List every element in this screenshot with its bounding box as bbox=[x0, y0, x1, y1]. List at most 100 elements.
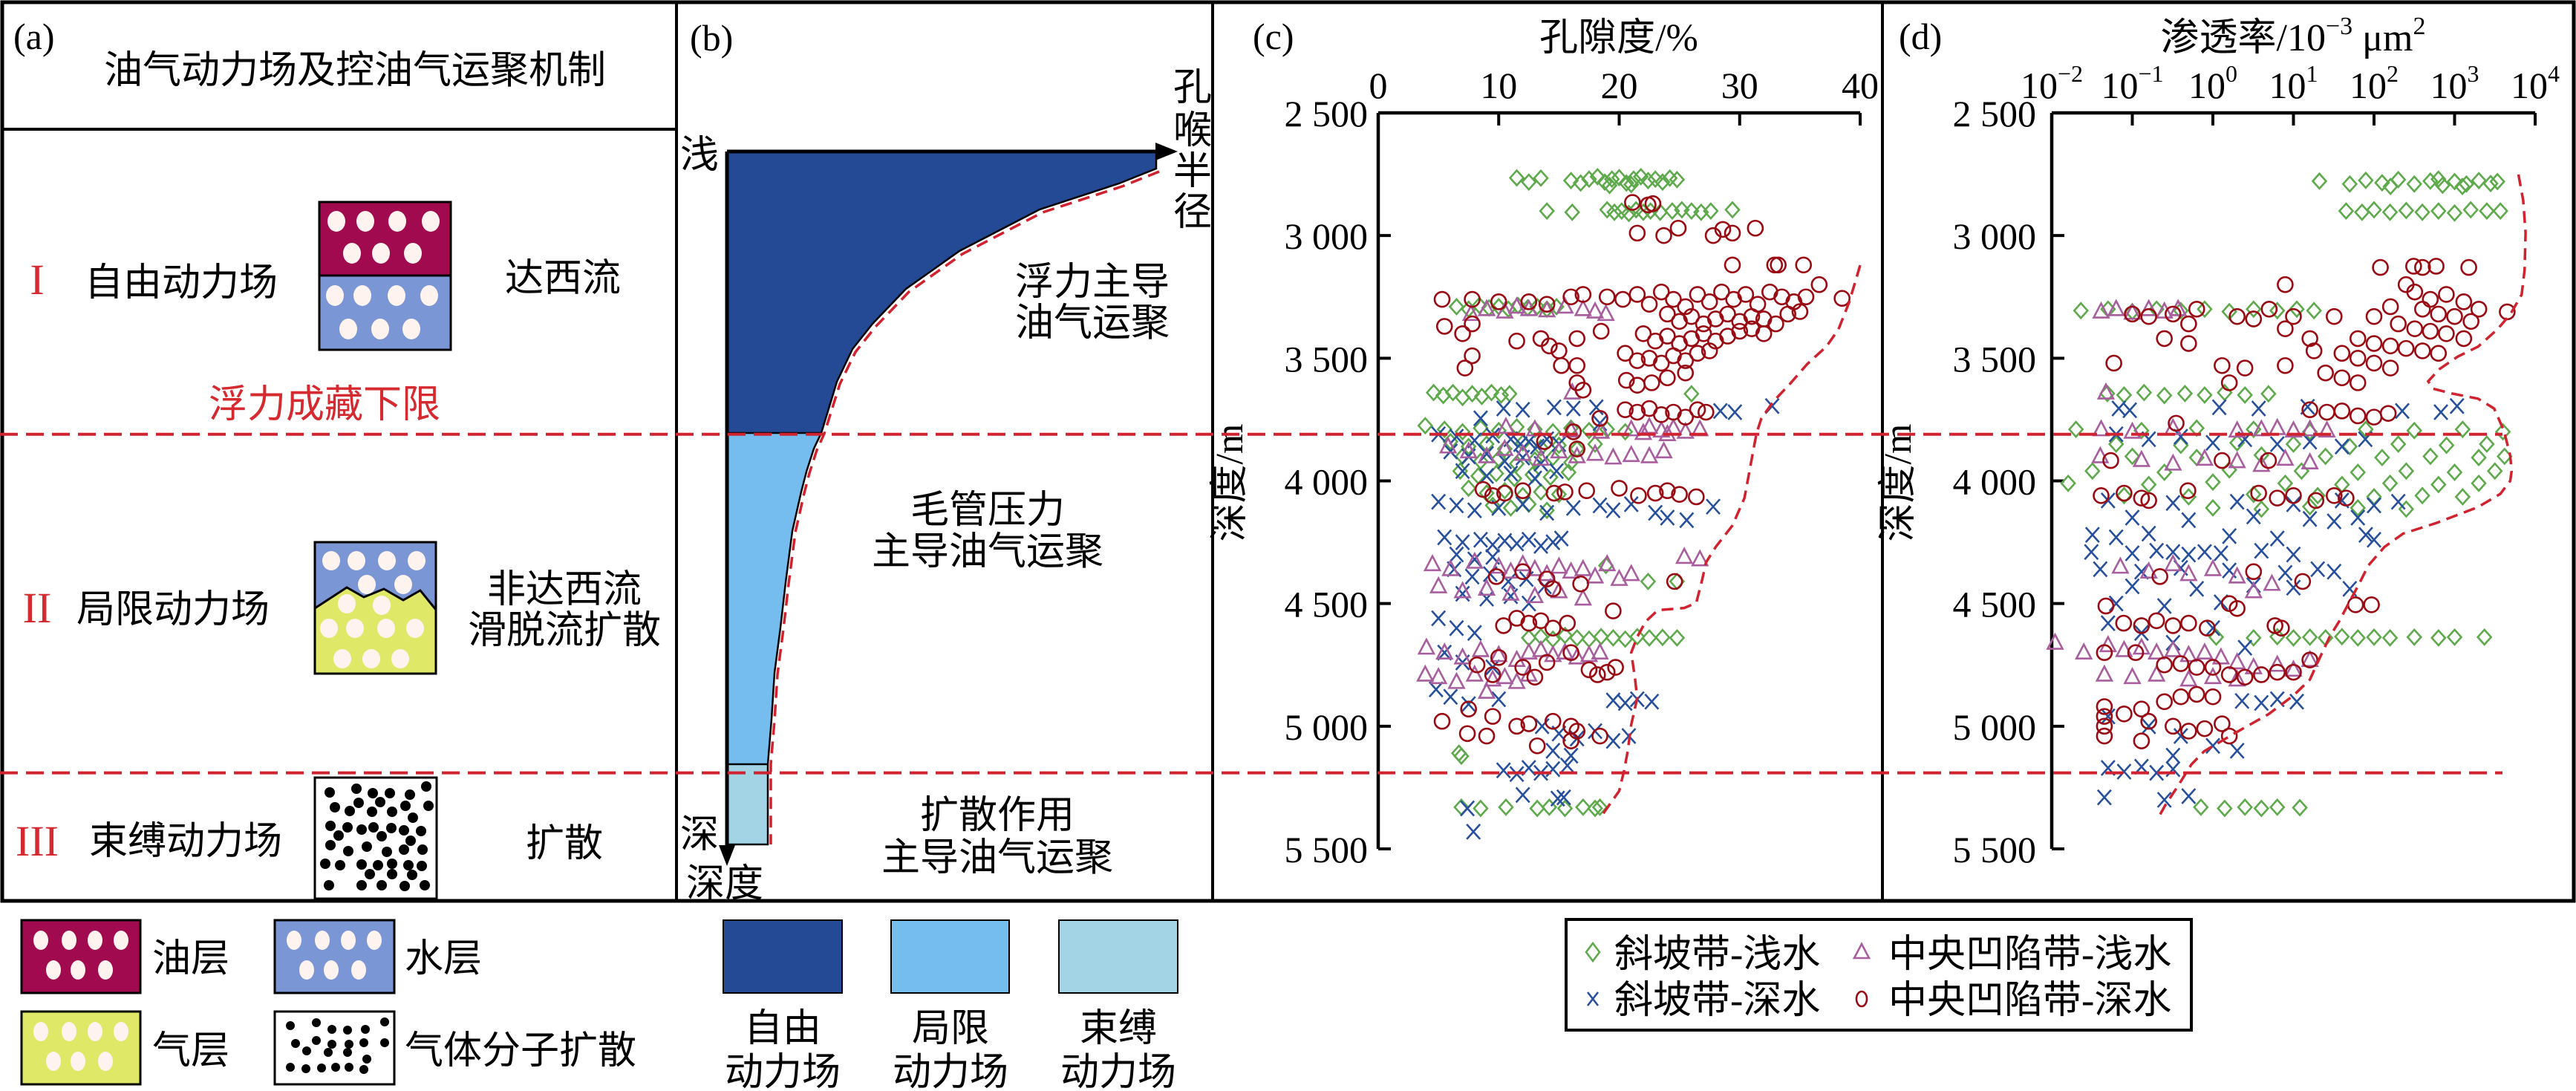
data-point-circle bbox=[1779, 305, 1796, 323]
data-point-circle bbox=[2096, 727, 2113, 745]
data-point-triangle bbox=[2179, 669, 2198, 687]
data-point-diamond bbox=[2446, 463, 2463, 481]
data-point-x bbox=[1449, 619, 1464, 636]
data-point-x bbox=[2108, 529, 2124, 546]
data-point-circle bbox=[1659, 482, 1676, 500]
data-point-triangle bbox=[2318, 420, 2336, 438]
data-point-circle bbox=[1456, 359, 1474, 377]
gas-molecule-dots bbox=[320, 781, 434, 891]
data-point-circle bbox=[2172, 688, 2190, 706]
data-point-diamond bbox=[1533, 169, 1549, 187]
data-point-circle bbox=[1553, 356, 1570, 374]
pore-dots bbox=[287, 931, 382, 980]
data-point-diamond bbox=[2358, 171, 2374, 189]
data-point-diamond bbox=[2084, 462, 2101, 481]
data-point-x bbox=[2213, 545, 2228, 561]
data-point-circle bbox=[2273, 619, 2290, 637]
free-field-area bbox=[727, 152, 1156, 433]
data-point-diamond bbox=[1502, 498, 1519, 517]
data-point-circle bbox=[1689, 286, 1706, 303]
data-point-circle bbox=[1714, 221, 1732, 238]
data-point-diamond bbox=[1632, 167, 1649, 186]
data-point-diamond bbox=[1623, 175, 1640, 194]
data-point-triangle bbox=[1483, 669, 1502, 687]
data-point-diamond bbox=[2246, 300, 2262, 319]
data-point-x bbox=[2116, 763, 2132, 780]
data-point-diamond bbox=[1551, 485, 1568, 504]
data-point-circle bbox=[1810, 276, 1828, 293]
data-point-circle bbox=[2317, 364, 2334, 382]
data-point-diamond bbox=[1581, 421, 1597, 440]
data-point-circle bbox=[1689, 401, 1706, 419]
data-point-x bbox=[1455, 534, 1470, 550]
data-point-triangle bbox=[1525, 585, 1545, 604]
data-point-circle bbox=[1464, 347, 1481, 365]
data-point-circle bbox=[2455, 293, 2473, 310]
data-point-x bbox=[1449, 546, 1464, 563]
data-point-diamond bbox=[2341, 437, 2358, 456]
data-point-x bbox=[1437, 529, 1452, 546]
data-point-diamond bbox=[2197, 385, 2213, 404]
data-point-circle bbox=[1666, 573, 1683, 590]
data-point-diamond bbox=[1611, 169, 1628, 187]
x-tick-label: 101 bbox=[2269, 60, 2318, 106]
panel-label-a: (a) bbox=[13, 16, 55, 57]
data-point-diamond bbox=[2479, 202, 2495, 221]
data-point-x bbox=[1623, 496, 1639, 512]
panel-label-c: (c) bbox=[1253, 16, 1294, 57]
data-point-x bbox=[1553, 530, 1569, 547]
series-central-sag-deep-water bbox=[2093, 258, 2516, 749]
data-point-x bbox=[1546, 399, 1562, 416]
data-point-triangle bbox=[2155, 301, 2174, 319]
x-tick-label: 40 bbox=[1842, 65, 1879, 106]
data-point-circle bbox=[1484, 666, 1501, 683]
data-point-diamond bbox=[2285, 628, 2302, 647]
data-point-diamond bbox=[1484, 496, 1501, 515]
data-point-diamond bbox=[2253, 500, 2270, 518]
data-point-diamond bbox=[1581, 170, 1597, 189]
data-point-circle bbox=[2165, 717, 2182, 735]
data-point-x bbox=[2141, 717, 2156, 735]
legend-label: 局限 bbox=[912, 1008, 989, 1050]
data-point-triangle bbox=[1490, 645, 1508, 662]
panel-a-title: 油气动力场及控油气运聚机制 bbox=[104, 50, 606, 92]
data-point-triangle bbox=[2263, 573, 2281, 591]
pore-throat-radius-curve bbox=[727, 152, 1158, 846]
data-point-x bbox=[2326, 513, 2342, 530]
data-point-circle bbox=[2381, 337, 2399, 355]
data-point-circle bbox=[1490, 293, 1507, 310]
data-point-circle bbox=[1724, 256, 1741, 274]
y-tick-label: 3 500 bbox=[1953, 338, 2037, 380]
data-point-x bbox=[2181, 546, 2197, 563]
data-point-circle bbox=[2349, 350, 2367, 367]
data-point-x bbox=[1460, 800, 1476, 817]
data-point-triangle bbox=[2148, 642, 2166, 660]
data-point-triangle bbox=[2195, 448, 2214, 466]
data-point-diamond bbox=[1593, 628, 1609, 646]
data-point-triangle bbox=[1496, 301, 1514, 319]
data-point-x bbox=[2100, 708, 2116, 725]
data-point-circle bbox=[1605, 602, 1622, 619]
data-point-triangle bbox=[1592, 421, 1611, 439]
data-point-diamond bbox=[2133, 421, 2150, 440]
legend-item-water: 水层 bbox=[273, 919, 482, 994]
data-point-circle bbox=[2285, 307, 2302, 325]
data-point-x bbox=[1467, 625, 1482, 642]
legend-item-free-field: 自由 动力场 bbox=[723, 919, 843, 1091]
data-point-diamond bbox=[2217, 799, 2233, 818]
data-point-circle bbox=[1652, 283, 1670, 301]
data-point-circle bbox=[2462, 313, 2479, 330]
data-point-x bbox=[2367, 497, 2381, 514]
data-point-circle bbox=[1568, 356, 1586, 374]
data-point-x bbox=[1588, 399, 1604, 416]
data-point-x bbox=[1455, 463, 1470, 480]
data-point-x bbox=[1455, 585, 1470, 602]
legend-item-limited-field: 局限 动力场 bbox=[890, 919, 1010, 1091]
field-legend: 自由 动力场 局限 动力场 束缚 动力场 bbox=[723, 919, 1178, 1091]
data-point-circle bbox=[1568, 330, 1586, 348]
data-point-circle bbox=[2294, 573, 2312, 590]
data-point-circle bbox=[1562, 644, 1579, 662]
data-point-circle bbox=[2470, 300, 2488, 318]
data-point-circle bbox=[2326, 487, 2343, 504]
legend-item-diffusion: 气体分子扩散 bbox=[273, 1010, 636, 1086]
